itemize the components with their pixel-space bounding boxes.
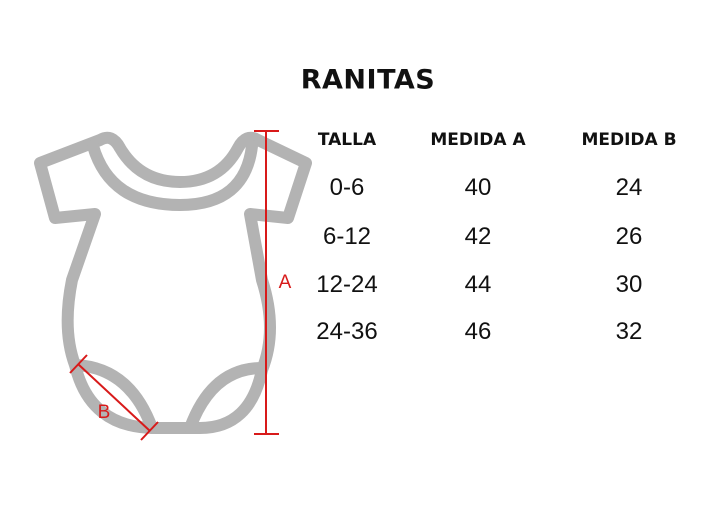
header-talla: TALLA: [317, 130, 377, 150]
table-cell: 12-24: [316, 271, 378, 298]
table-cell: 46: [464, 318, 492, 345]
table-cell: 0-6: [329, 174, 365, 201]
measure-b-line: [77, 363, 151, 432]
table-cell: 32: [615, 318, 643, 345]
table-cell: 6-12: [322, 223, 372, 250]
table-cell: 24: [615, 174, 643, 201]
chart-title: RANITAS: [300, 64, 436, 96]
measure-lines: [69, 130, 279, 441]
measure-b-label: B: [97, 402, 111, 423]
table-cell: 44: [464, 271, 492, 298]
table-cell: 30: [615, 271, 643, 298]
table-cell: 42: [464, 223, 492, 250]
header-medida-a: MEDIDA A: [430, 130, 526, 150]
table-cell: 40: [464, 174, 492, 201]
table-cell: 26: [615, 223, 643, 250]
measure-a-label: A: [278, 272, 292, 293]
table-cell: 24-36: [316, 318, 378, 345]
header-medida-b: MEDIDA B: [581, 130, 677, 150]
bodysuit-outline: [34, 131, 312, 434]
